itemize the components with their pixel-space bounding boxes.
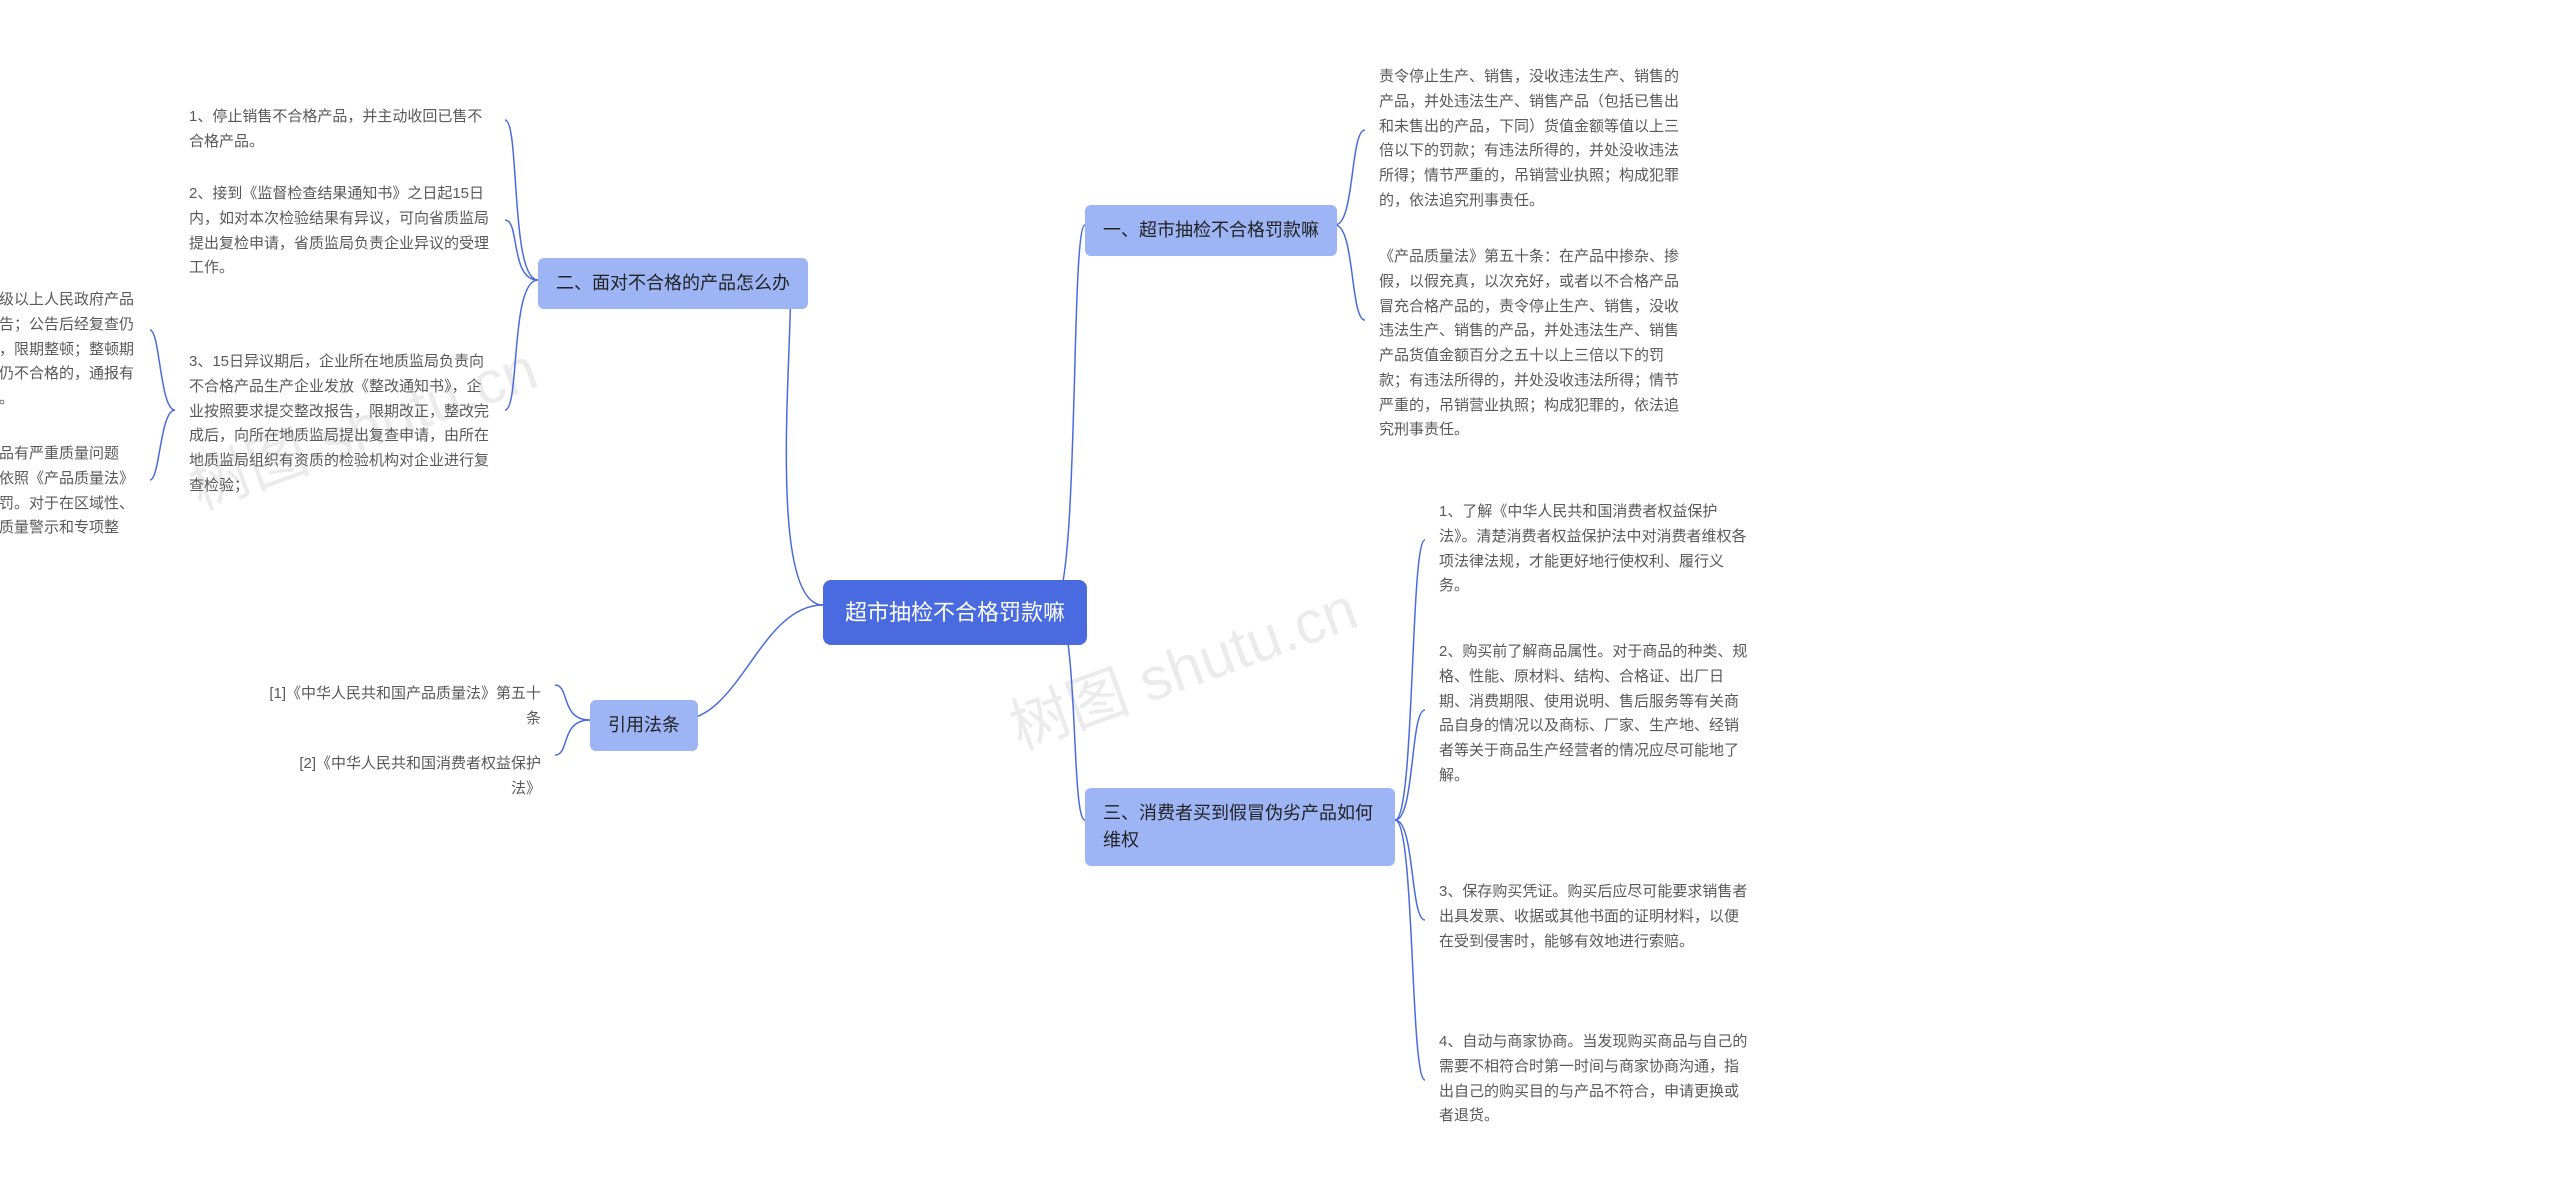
leaf-r1-2: 《产品质量法》第五十条：在产品中掺杂、掺假，以假充真，以次充好，或者以不合格产品… <box>1365 235 1705 453</box>
leaf-r2-3: 3、保存购买凭证。购买后应尽可能要求销售者出具发票、收据或其他书面的证明材料，以… <box>1425 870 1765 964</box>
leaf-r2-1: 1、了解《中华人民共和国消费者权益保护法》。清楚消费者权益保护法中对消费者维权各… <box>1425 490 1765 609</box>
leaf-l1-1: 1、停止销售不合格产品，并主动收回已售不合格产品。 <box>175 95 505 165</box>
leaf-r1-1: 责令停止生产、销售，没收违法生产、销售的产品，并处违法生产、销售产品（包括已售出… <box>1365 55 1705 224</box>
leaf-l2-1: [1]《中华人民共和国产品质量法》第五十条 <box>250 672 555 742</box>
leaf-l1-3a: 逾期不改正的，由省级以上人民政府产品质量监督部门予以公告；公告后经复查仍不合格的… <box>0 278 150 422</box>
leaf-l1-2: 2、接到《监督检查结果通知书》之日起15日内，如对本次检验结果有异议，可向省质监… <box>175 172 505 291</box>
leaf-r2-4: 4、自动与商家协商。当发现购买商品与自己的需要不相符合时第一时间与商家协商沟通，… <box>1425 1020 1765 1139</box>
leaf-l1-3: 3、15日异议期后，企业所在地质监局负责向不合格产品生产企业发放《整改通知书》，… <box>175 340 505 509</box>
leaf-r2-2: 2、购买前了解商品属性。对于商品的种类、规格、性能、原材料、结构、合格证、出厂日… <box>1425 630 1765 799</box>
branch-right-2[interactable]: 三、消费者买到假冒伪劣产品如何维权 <box>1085 788 1395 866</box>
root-node[interactable]: 超市抽检不合格罚款嘛 <box>823 580 1087 645</box>
leaf-l1-3b: 其中，监督抽查的产品有严重质量问题的，移送执法查处，依照《产品质量法》第五章的有… <box>0 432 150 576</box>
leaf-l2-2: [2]《中华人民共和国消费者权益保护法》 <box>275 742 555 812</box>
branch-left-2[interactable]: 引用法条 <box>590 700 698 751</box>
branch-left-1[interactable]: 二、面对不合格的产品怎么办 <box>538 258 808 309</box>
branch-right-1[interactable]: 一、超市抽检不合格罚款嘛 <box>1085 205 1337 256</box>
